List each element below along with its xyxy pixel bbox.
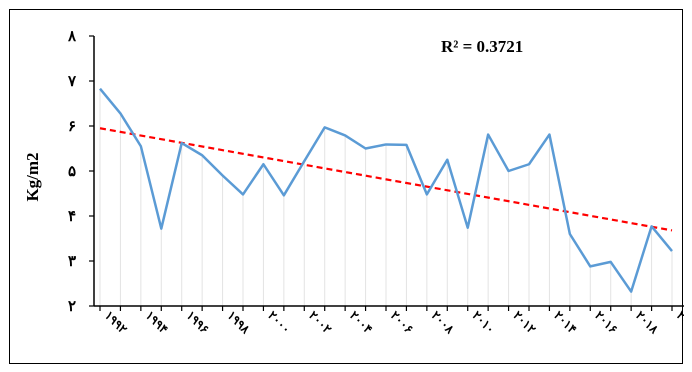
r-squared-annotation: R² = 0.3721	[441, 37, 523, 56]
y-tick-label: ۶	[68, 117, 76, 135]
x-tick-label: ۲۰۰۶	[388, 308, 416, 336]
x-tick-label: ۲۰۱۲	[510, 308, 539, 337]
x-tick-label: ۲۰۱۰	[470, 308, 498, 336]
x-tick-label: ۱۹۹۲	[102, 308, 131, 337]
x-ticks: ۱۹۹۲ ۱۹۹۴ ۱۹۹۶ ۱۹۹۸ ۲۰۰۰ ۲۰۰۲ ۲۰۰۴ ۲۰۰۶ ۲۰۰۸ ۲۰۱۰…	[99, 306, 684, 337]
x-tick-label: ۲۰۱۶	[592, 308, 620, 336]
x-tick-label: ۲۰۱۸	[633, 308, 662, 337]
y-ticks: ۲ ۳ ۴ ۵ ۶ ۷ ۸	[67, 27, 94, 315]
x-tick-label: ۲۰۰۸	[429, 308, 458, 337]
line-chart: ۲ ۳ ۴ ۵ ۶ ۷ ۸ ۱۹۹۲ ۱۹۹۴ ۱۹۹۶ ۱۹۹۸ ۲۰۰۰ ۲۰۰۲ ۲۰۰۴ ۲۰۰۶…	[23, 27, 684, 337]
drop-lines	[99, 88, 673, 306]
x-tick-label: ۲۰۰۲	[306, 308, 335, 337]
x-tick-label: ۲۰۰۴	[347, 308, 375, 336]
y-tick-label: ۲	[68, 297, 76, 315]
y-tick-label: ۳	[68, 252, 76, 270]
series-line	[99, 87, 673, 293]
x-tick-label: ۲۰۱۴	[551, 308, 579, 336]
chart-frame: ۲ ۳ ۴ ۵ ۶ ۷ ۸ ۱۹۹۲ ۱۹۹۴ ۱۹۹۶ ۱۹۹۸ ۲۰۰۰ ۲۰۰۲ ۲۰۰۴ ۲۰۰۶…	[9, 9, 684, 364]
x-tick-label: ۱۹۹۴	[143, 308, 171, 336]
trend-line	[99, 127, 673, 232]
y-axis-label: Kg/m2	[23, 152, 42, 201]
y-tick-label: ۸	[67, 27, 77, 45]
x-tick-label: ۲۰۲۰	[674, 308, 684, 336]
x-tick-label: ۲۰۰۰	[265, 308, 293, 336]
y-tick-label: ۴	[68, 207, 76, 225]
x-tick-label: ۱۹۹۶	[184, 308, 212, 336]
x-tick-label: ۱۹۹۸	[224, 308, 253, 337]
y-tick-label: ۵	[68, 162, 76, 180]
y-tick-label: ۷	[67, 72, 77, 90]
